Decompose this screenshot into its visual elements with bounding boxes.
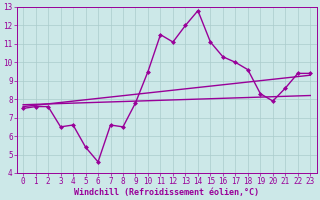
X-axis label: Windchill (Refroidissement éolien,°C): Windchill (Refroidissement éolien,°C) [74, 188, 259, 197]
